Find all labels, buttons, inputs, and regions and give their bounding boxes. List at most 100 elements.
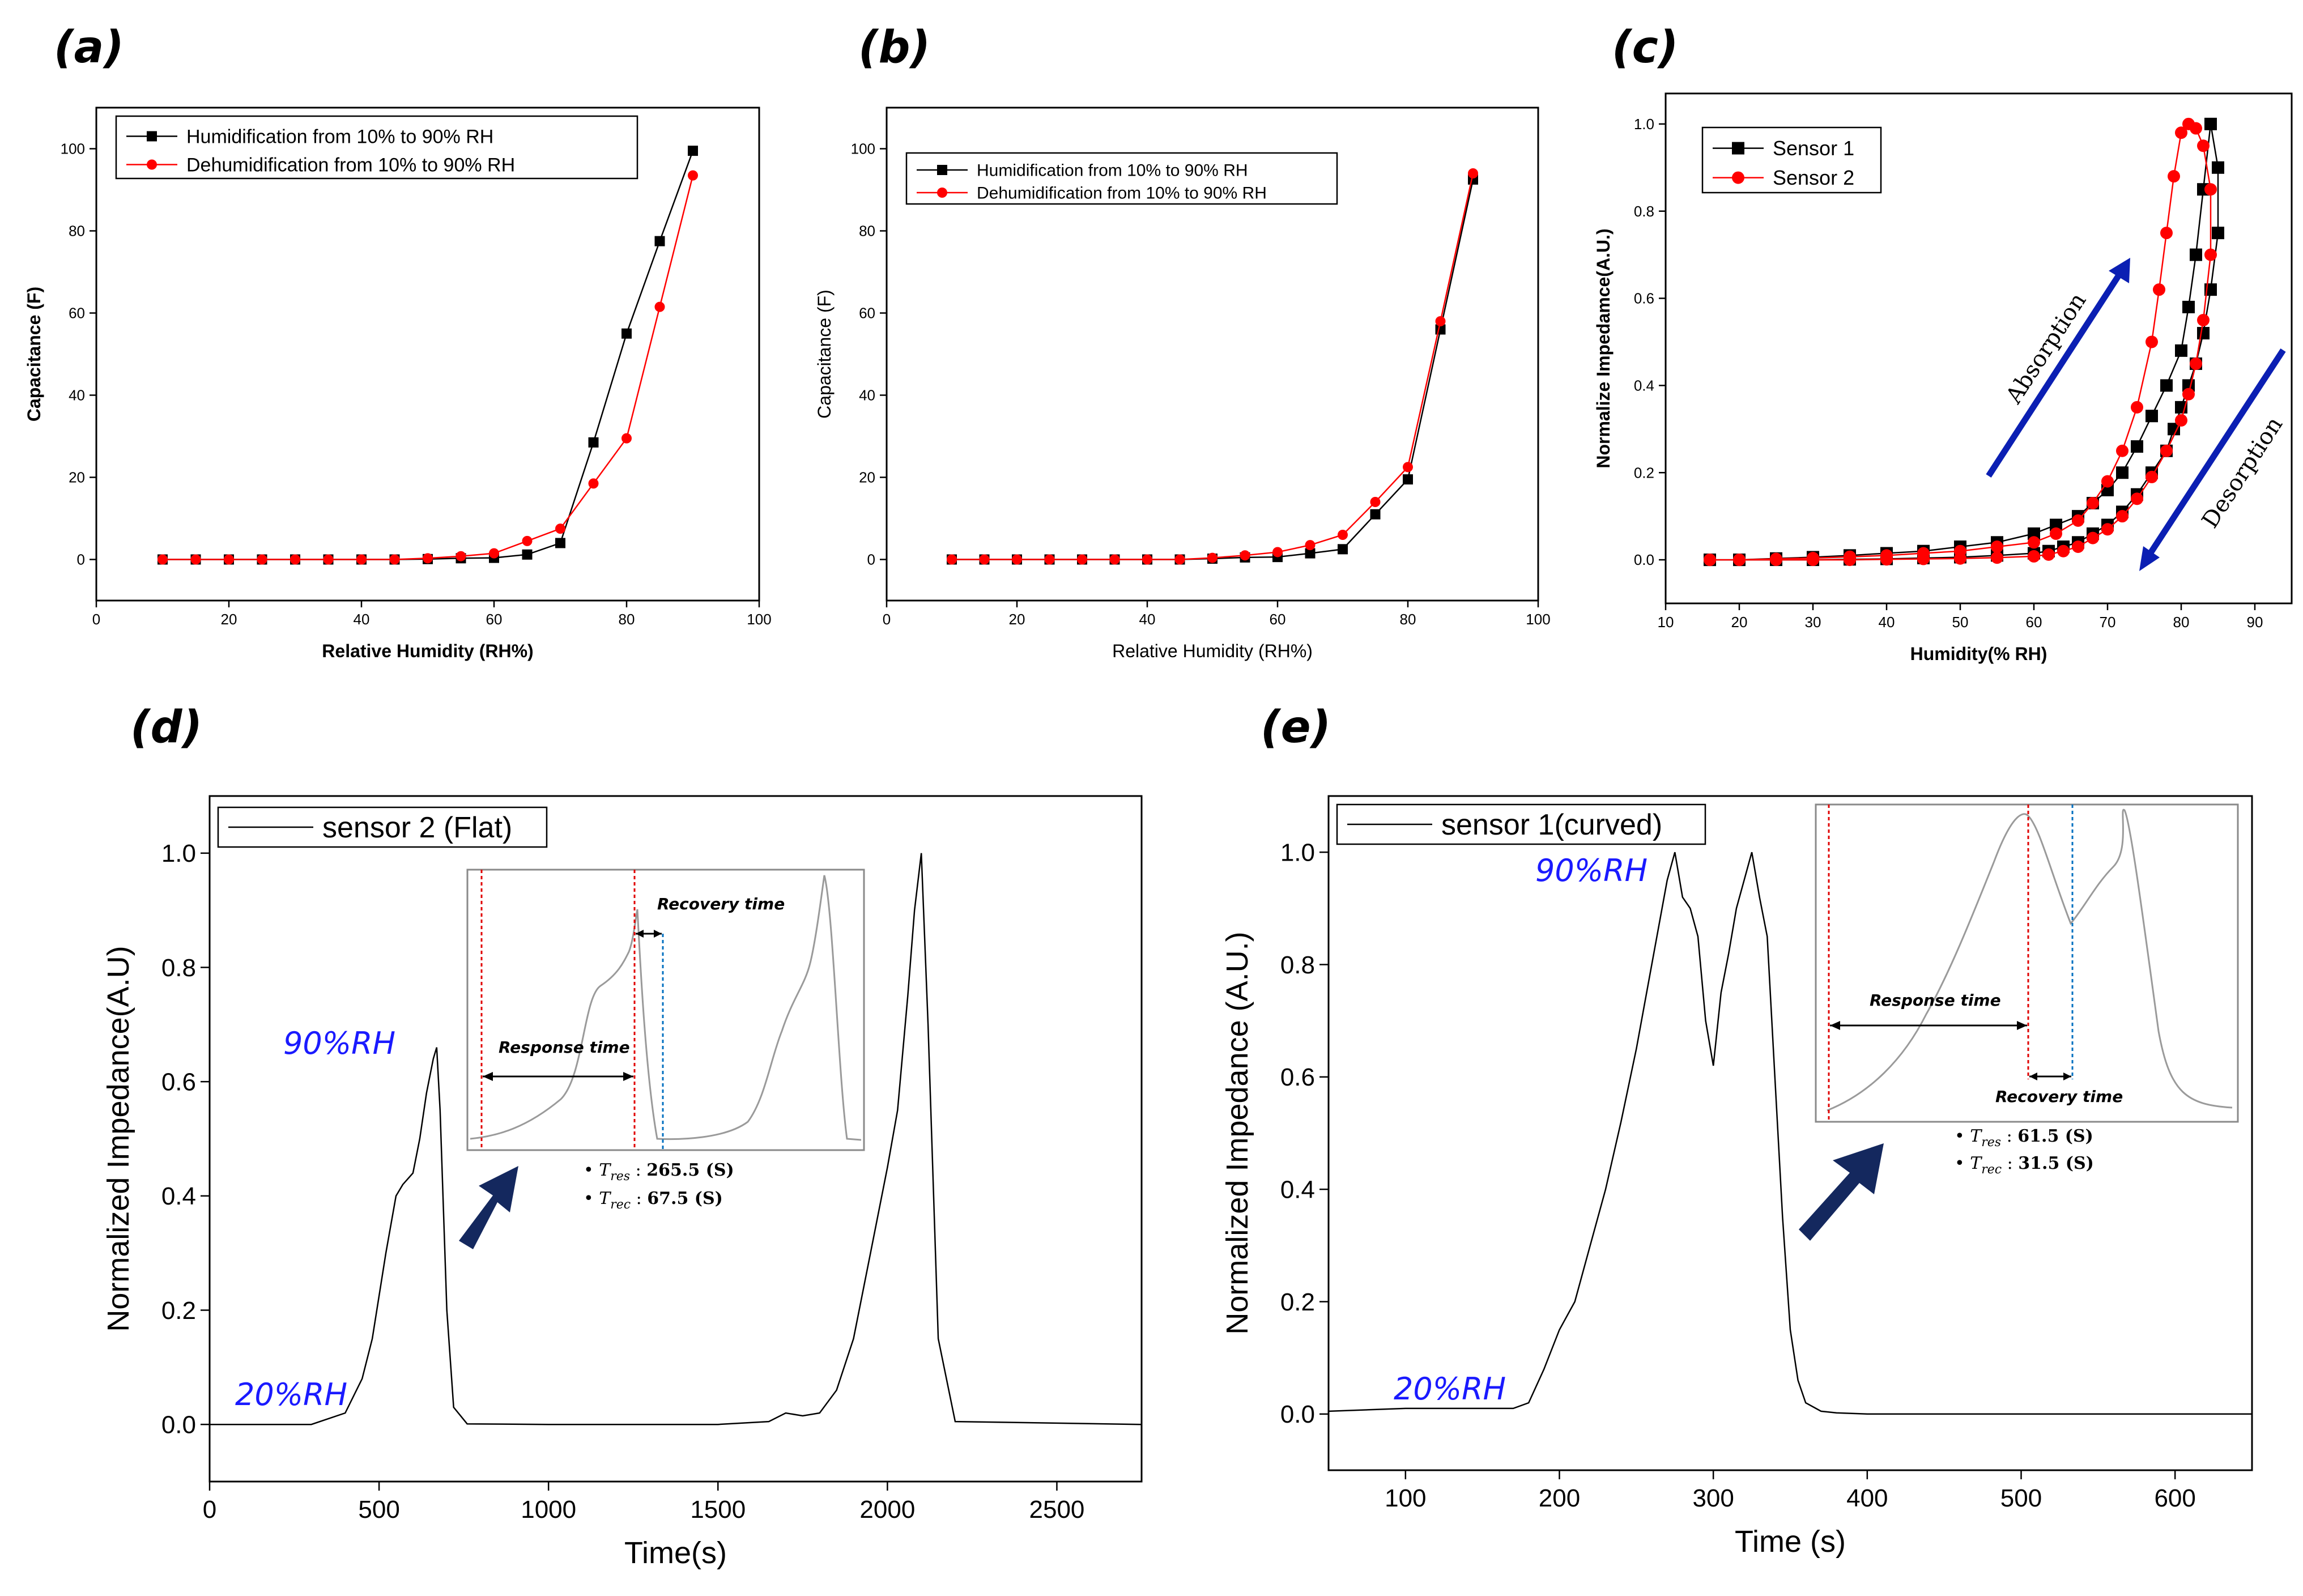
- data-point: [2197, 314, 2210, 326]
- y-tick-label: 100: [851, 141, 875, 158]
- data-point: [456, 551, 466, 561]
- data-point: [1012, 554, 1022, 565]
- data-point: [1077, 554, 1087, 565]
- data-point: [1240, 550, 1250, 561]
- data-point: [688, 170, 698, 181]
- x-tick-label: 20: [1009, 611, 1025, 628]
- data-point: [621, 328, 632, 339]
- data-point: [224, 554, 234, 565]
- data-point: [2072, 514, 2084, 527]
- svg-text:• Tres : 265.5 (S): • Tres : 265.5 (S): [584, 1160, 734, 1184]
- svg-text:• Tres : 61.5 (S): • Tres : 61.5 (S): [1955, 1126, 2093, 1150]
- y-tick-label: 0: [867, 551, 875, 568]
- data-point: [1733, 554, 1746, 567]
- data-point: [2175, 126, 2187, 139]
- data-point: [2204, 117, 2217, 130]
- x-tick-label: 30: [1805, 614, 1821, 631]
- panel-label-a: (a): [54, 22, 124, 73]
- legend-label: Sensor 2: [1773, 166, 1854, 189]
- legend-label: sensor 1(curved): [1441, 808, 1662, 841]
- e-recovery-label: Recovery time: [1995, 1087, 2123, 1106]
- data-point: [1142, 554, 1152, 565]
- data-point: [2190, 357, 2202, 370]
- y-tick-label: 0.6: [1280, 1063, 1315, 1091]
- data-point: [1880, 553, 1893, 566]
- x-tick-label: 2000: [859, 1496, 915, 1523]
- svg-text:• Trec : 67.5 (S): • Trec : 67.5 (S): [584, 1189, 723, 1212]
- y-tick-label: 1.0: [1280, 839, 1315, 867]
- d-low-label: 20%RH: [235, 1377, 347, 1412]
- panel-label-c: (c): [1612, 22, 1679, 73]
- y-tick-label: 0.2: [1634, 464, 1654, 481]
- legend-marker: [937, 188, 947, 198]
- data-point: [522, 549, 533, 560]
- x-tick-label: 10: [1658, 614, 1674, 631]
- x-tick-label: 1000: [521, 1496, 576, 1523]
- x-tick-label: 100: [1526, 611, 1550, 628]
- data-point: [2116, 510, 2129, 523]
- e-high-label: 90%RH: [1535, 853, 1648, 888]
- data-point: [2028, 527, 2040, 540]
- y-tick-label: 100: [61, 141, 85, 158]
- data-point: [2131, 401, 2143, 414]
- x-tick-label: 60: [2026, 614, 2042, 631]
- data-point: [2057, 544, 2070, 557]
- x-tick-label: 80: [619, 611, 635, 628]
- data-point: [2028, 550, 2040, 563]
- e-tres-value: 61.5 (S): [2017, 1126, 2093, 1146]
- data-point: [588, 478, 599, 489]
- data-point: [2101, 523, 2114, 536]
- legend-label: Dehumidification from 10% to 90% RH: [186, 154, 515, 176]
- x-tick-label: 60: [486, 611, 503, 628]
- y-tick-label: 0.4: [1634, 377, 1654, 394]
- data-point: [1954, 552, 1966, 565]
- data-point: [2146, 335, 2158, 348]
- data-point: [2182, 388, 2195, 401]
- data-point: [2042, 548, 2055, 561]
- data-point: [1704, 554, 1716, 567]
- x-tick-label: 100: [747, 611, 771, 628]
- x-tick-label: 600: [2154, 1484, 2195, 1512]
- data-point: [2160, 379, 2173, 392]
- y-tick-label: 20: [69, 469, 85, 486]
- chart-c: 10 20 30 40 50 60 70 80 90 0.0 0.2 0.4 0.6 0.8 1.0 Humi…: [1593, 92, 2293, 664]
- panel-label-b: (b): [858, 22, 930, 73]
- x-axis-label: Relative Humidity (RH%): [1112, 641, 1313, 661]
- y-tick-label: 20: [859, 469, 875, 486]
- desorption-arrow: [2139, 348, 2286, 571]
- series-line-2: [163, 175, 694, 560]
- data-point: [2131, 440, 2143, 453]
- data-point: [1403, 462, 1413, 473]
- data-point: [522, 535, 533, 546]
- plot-frame: [208, 795, 1143, 1483]
- data-point: [2197, 327, 2210, 340]
- data-point: [2028, 536, 2040, 549]
- data-point: [1917, 552, 1930, 565]
- data-point: [1338, 544, 1348, 555]
- y-tick-label: 0.4: [1280, 1176, 1315, 1204]
- x-axis-label: Relative Humidity (RH%): [322, 641, 533, 661]
- plot-frame: [1327, 795, 2253, 1471]
- legend-label: Humidification from 10% to 90% RH: [186, 126, 493, 147]
- data-point: [2072, 540, 2084, 553]
- legend-marker: [1732, 171, 1744, 184]
- plot-frame: [886, 107, 1539, 602]
- y-tick-label: 40: [69, 387, 85, 404]
- y-tick-label: 0.2: [1280, 1288, 1315, 1316]
- x-tick-label: 100: [1385, 1484, 1426, 1512]
- data-point: [489, 548, 499, 559]
- x-tick-label: 2500: [1029, 1496, 1085, 1523]
- data-point: [1305, 548, 1316, 559]
- data-point: [654, 301, 665, 312]
- d-recovery-label: Recovery time: [657, 895, 785, 913]
- data-point: [2087, 531, 2099, 544]
- x-tick-label: 80: [1400, 611, 1416, 628]
- data-point: [1207, 552, 1218, 563]
- y-tick-label: 0.0: [161, 1411, 196, 1439]
- x-tick-label: 0: [92, 611, 100, 628]
- y-tick-label: 1.0: [1634, 116, 1654, 133]
- data-point: [323, 554, 334, 565]
- data-point: [389, 554, 400, 565]
- chart-e: 100 200 300 400 500 600 0.0 0.2 0.4 0.6 0.8 1.0 Time…: [1220, 795, 2253, 1559]
- y-axis-label: Capacitance (F): [24, 287, 44, 422]
